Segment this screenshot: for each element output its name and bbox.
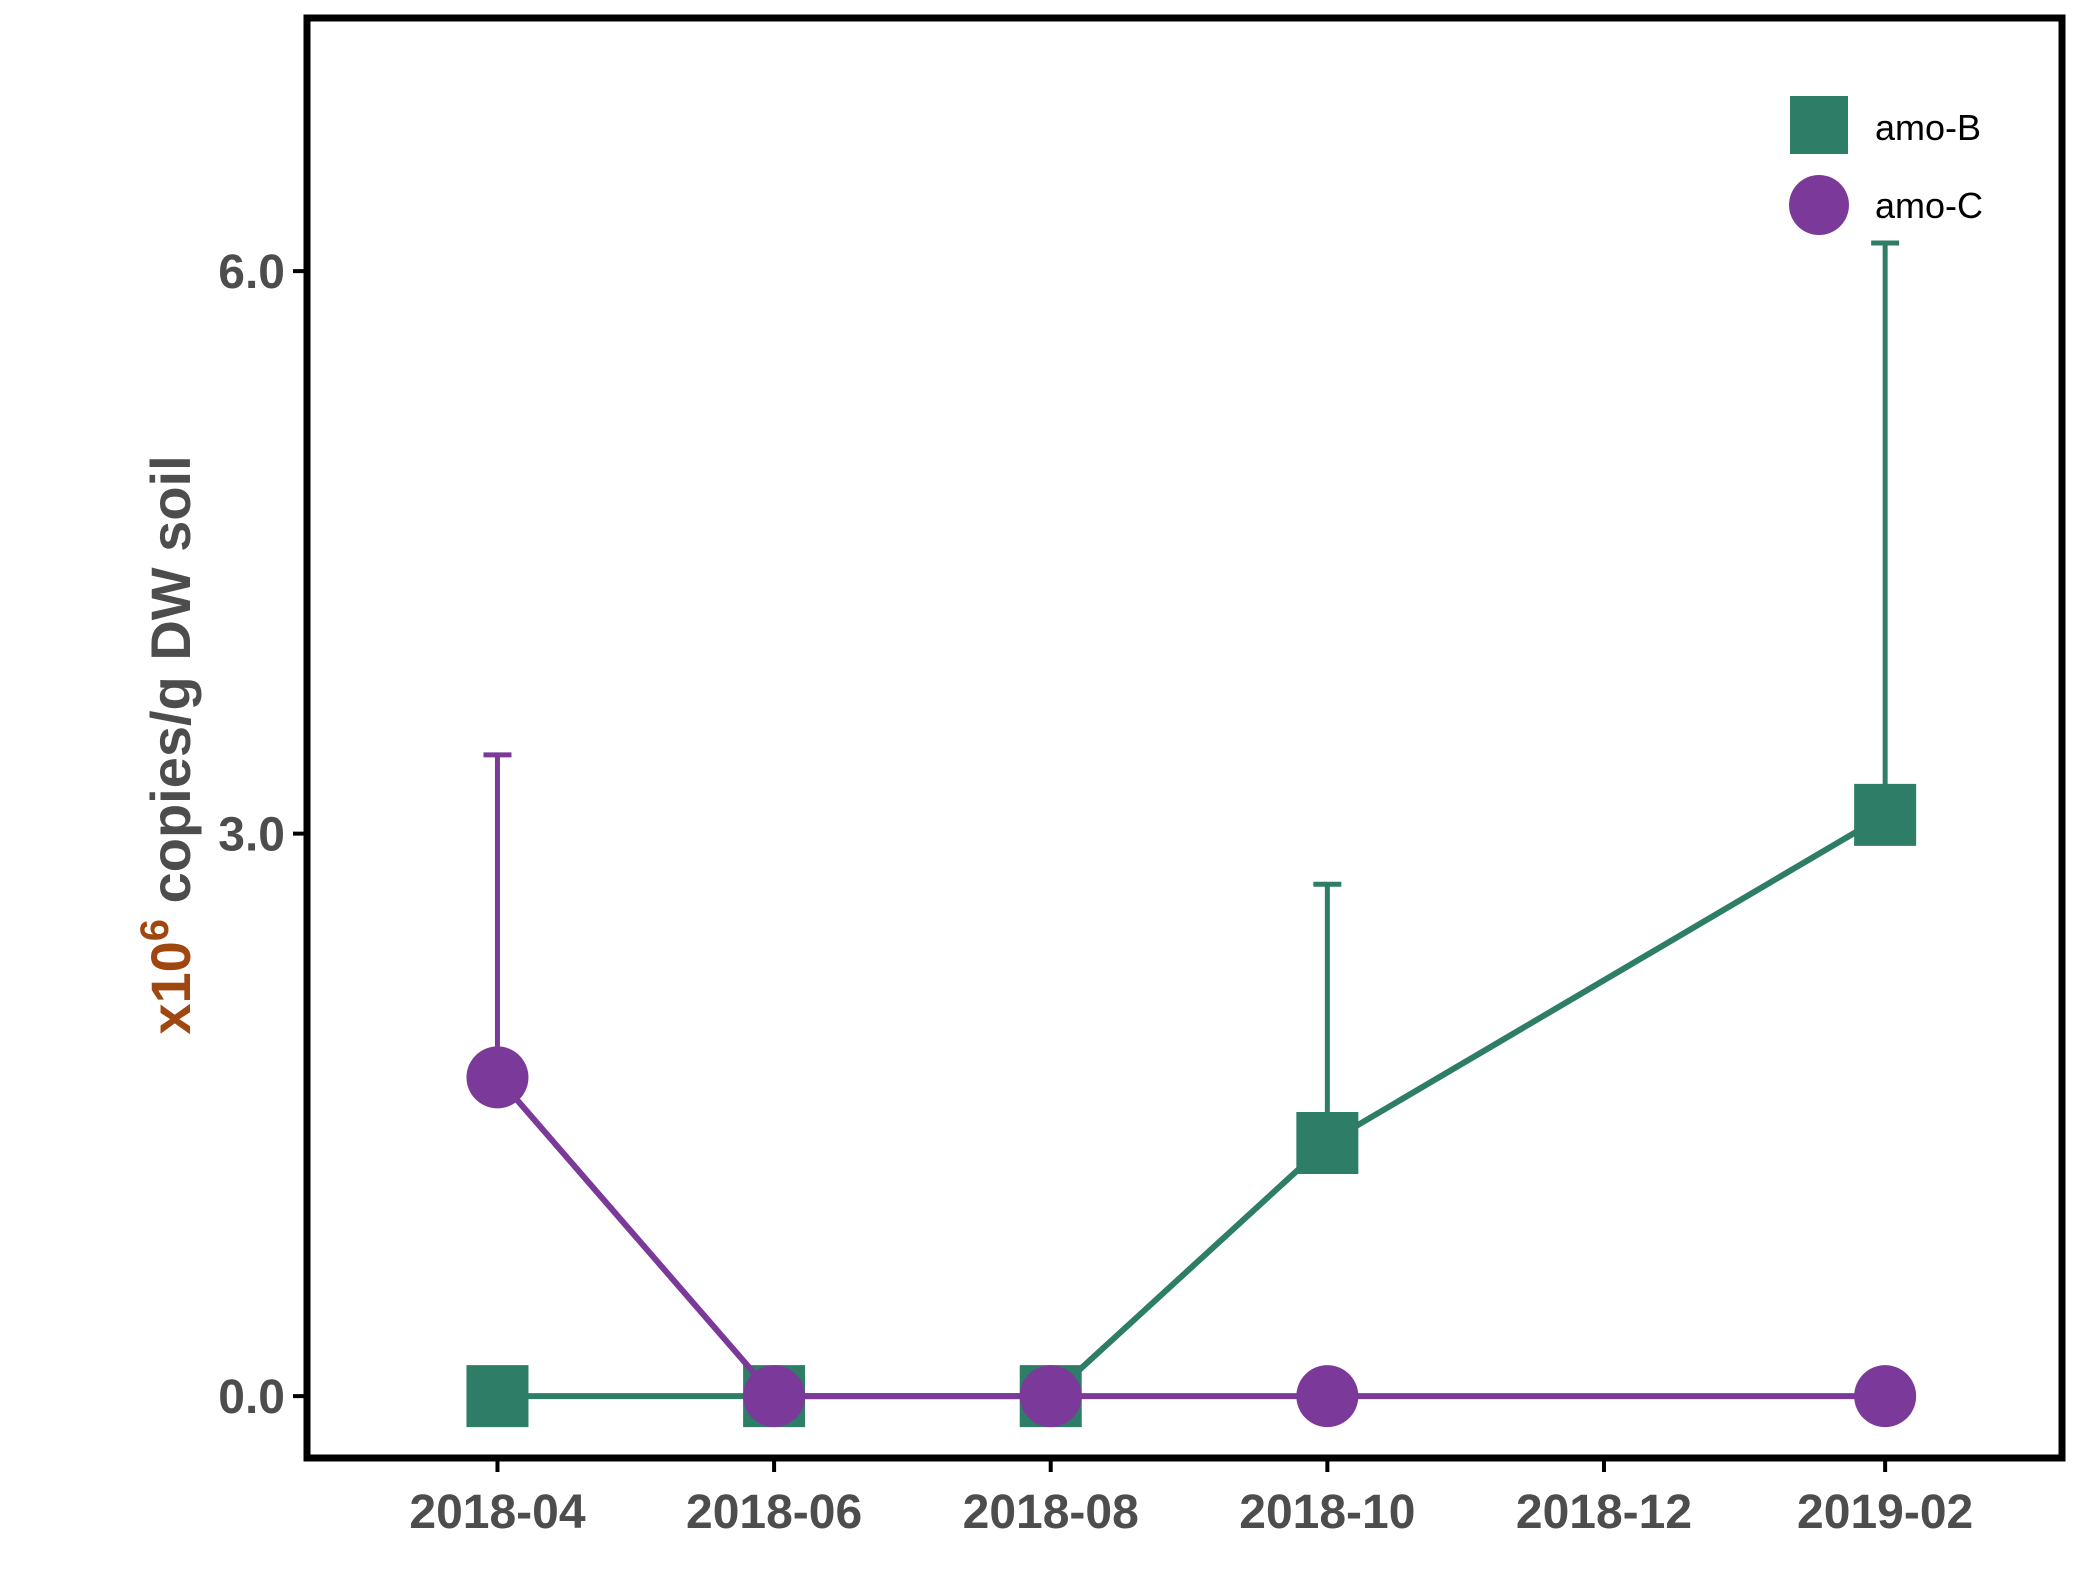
y-axis-label-main: copies/g DW soil: [139, 455, 202, 903]
x-tick-label: 2019-02: [1797, 1486, 1973, 1539]
series-line-amo-b: [497, 812, 1887, 1400]
x-tick-label: 2018-08: [963, 1486, 1139, 1539]
x-tick-label: 2018-12: [1516, 1486, 1692, 1539]
y-tick-label: 0.0: [218, 1371, 285, 1424]
y-axis-label-spacer: [139, 903, 202, 919]
x-tick-label: 2018-10: [1239, 1486, 1415, 1539]
data-point-amo-b: [1854, 783, 1917, 846]
legend-swatch-amo-c: [1789, 175, 1849, 235]
data-point-amo-b: [1296, 1112, 1359, 1174]
y-tick-label: 6.0: [218, 246, 285, 299]
legend-label-amo-c: amo-C: [1875, 185, 1983, 226]
data-point-amo-c: [1296, 1365, 1359, 1428]
plot-panel: [303, 14, 2066, 1462]
x-tick-label: 2018-04: [409, 1486, 585, 1539]
legend-label-amo-b: amo-B: [1875, 107, 1981, 148]
y-axis-label: x106 copies/g DW soil: [133, 455, 202, 1034]
series-line-amo-c: [495, 1075, 1886, 1400]
legend-swatch-amo-b: [1790, 96, 1848, 154]
y-axis-label-exponent: 6: [133, 919, 177, 941]
data-point-amo-c: [743, 1365, 806, 1428]
data-point-amo-b: [466, 1365, 529, 1428]
data-point-amo-c: [466, 1046, 529, 1109]
series-amo-c: [466, 752, 1917, 1428]
data-point-amo-c: [1019, 1365, 1082, 1428]
y-axis-label-prefix: x10: [139, 941, 202, 1034]
y-axis-ticks: 0.0 3.0 6.0: [218, 246, 307, 1424]
data-point-amo-c: [1854, 1365, 1917, 1428]
x-tick-label: 2018-06: [686, 1486, 862, 1539]
legend: amo-B amo-C: [1789, 96, 1983, 235]
series-amo-b: [466, 240, 1917, 1428]
x-axis-ticks: 2018-04 2018-06 2018-08 2018-10 2018-12 2019-…: [409, 1458, 1973, 1539]
series-layer: [466, 240, 1917, 1428]
y-tick-label: 3.0: [218, 809, 285, 862]
